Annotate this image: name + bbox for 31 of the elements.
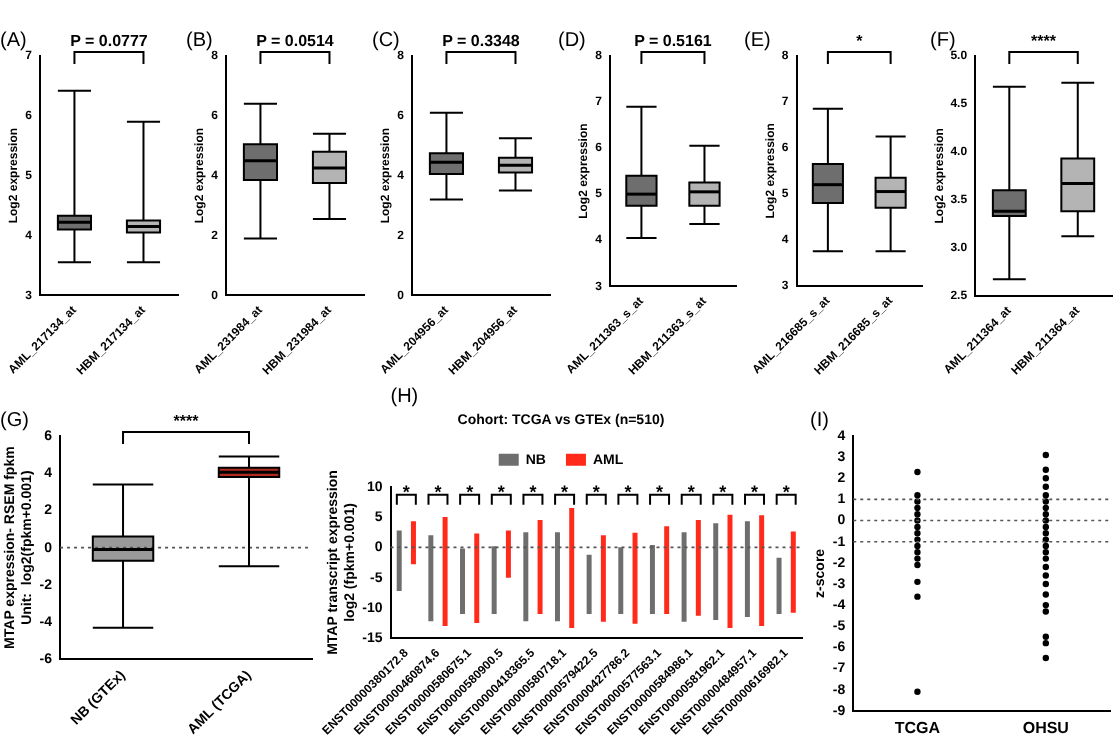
annotation: *	[434, 481, 443, 502]
annotation: *	[719, 481, 728, 502]
chart-title: (H)	[390, 385, 419, 408]
x-tick-label: TCGA	[894, 718, 941, 737]
chart-title: (D)	[558, 29, 586, 52]
annotation: *	[751, 481, 759, 502]
chart-title: (I)	[810, 409, 829, 432]
text: P = 0.0777	[70, 32, 149, 51]
chart-title: (E)	[744, 29, 771, 52]
text: P = 0.0514	[256, 32, 335, 51]
chart-title: (A)	[0, 29, 27, 52]
chart-title: (G)	[0, 409, 29, 432]
text: *	[856, 32, 865, 51]
annotation: *	[402, 481, 411, 502]
text: ****	[173, 412, 201, 431]
annotation: *	[561, 481, 570, 502]
text: P = 0.5161	[634, 32, 713, 51]
chart-title: (C)	[372, 29, 400, 52]
annotation: *	[624, 481, 633, 502]
x-tick-label: OHSU	[1022, 718, 1070, 737]
annotation: *	[687, 481, 696, 502]
annotation: *	[497, 481, 506, 502]
chart-title: (F)	[930, 29, 956, 52]
text: P = 0.3348	[442, 32, 521, 51]
annotation: *	[592, 481, 601, 502]
annotation: *	[529, 481, 538, 502]
text: ****	[1031, 32, 1058, 51]
annotation: *	[466, 481, 475, 502]
annotation: *	[656, 481, 665, 502]
chart-title: (B)	[186, 29, 213, 52]
annotation: *	[782, 481, 791, 502]
